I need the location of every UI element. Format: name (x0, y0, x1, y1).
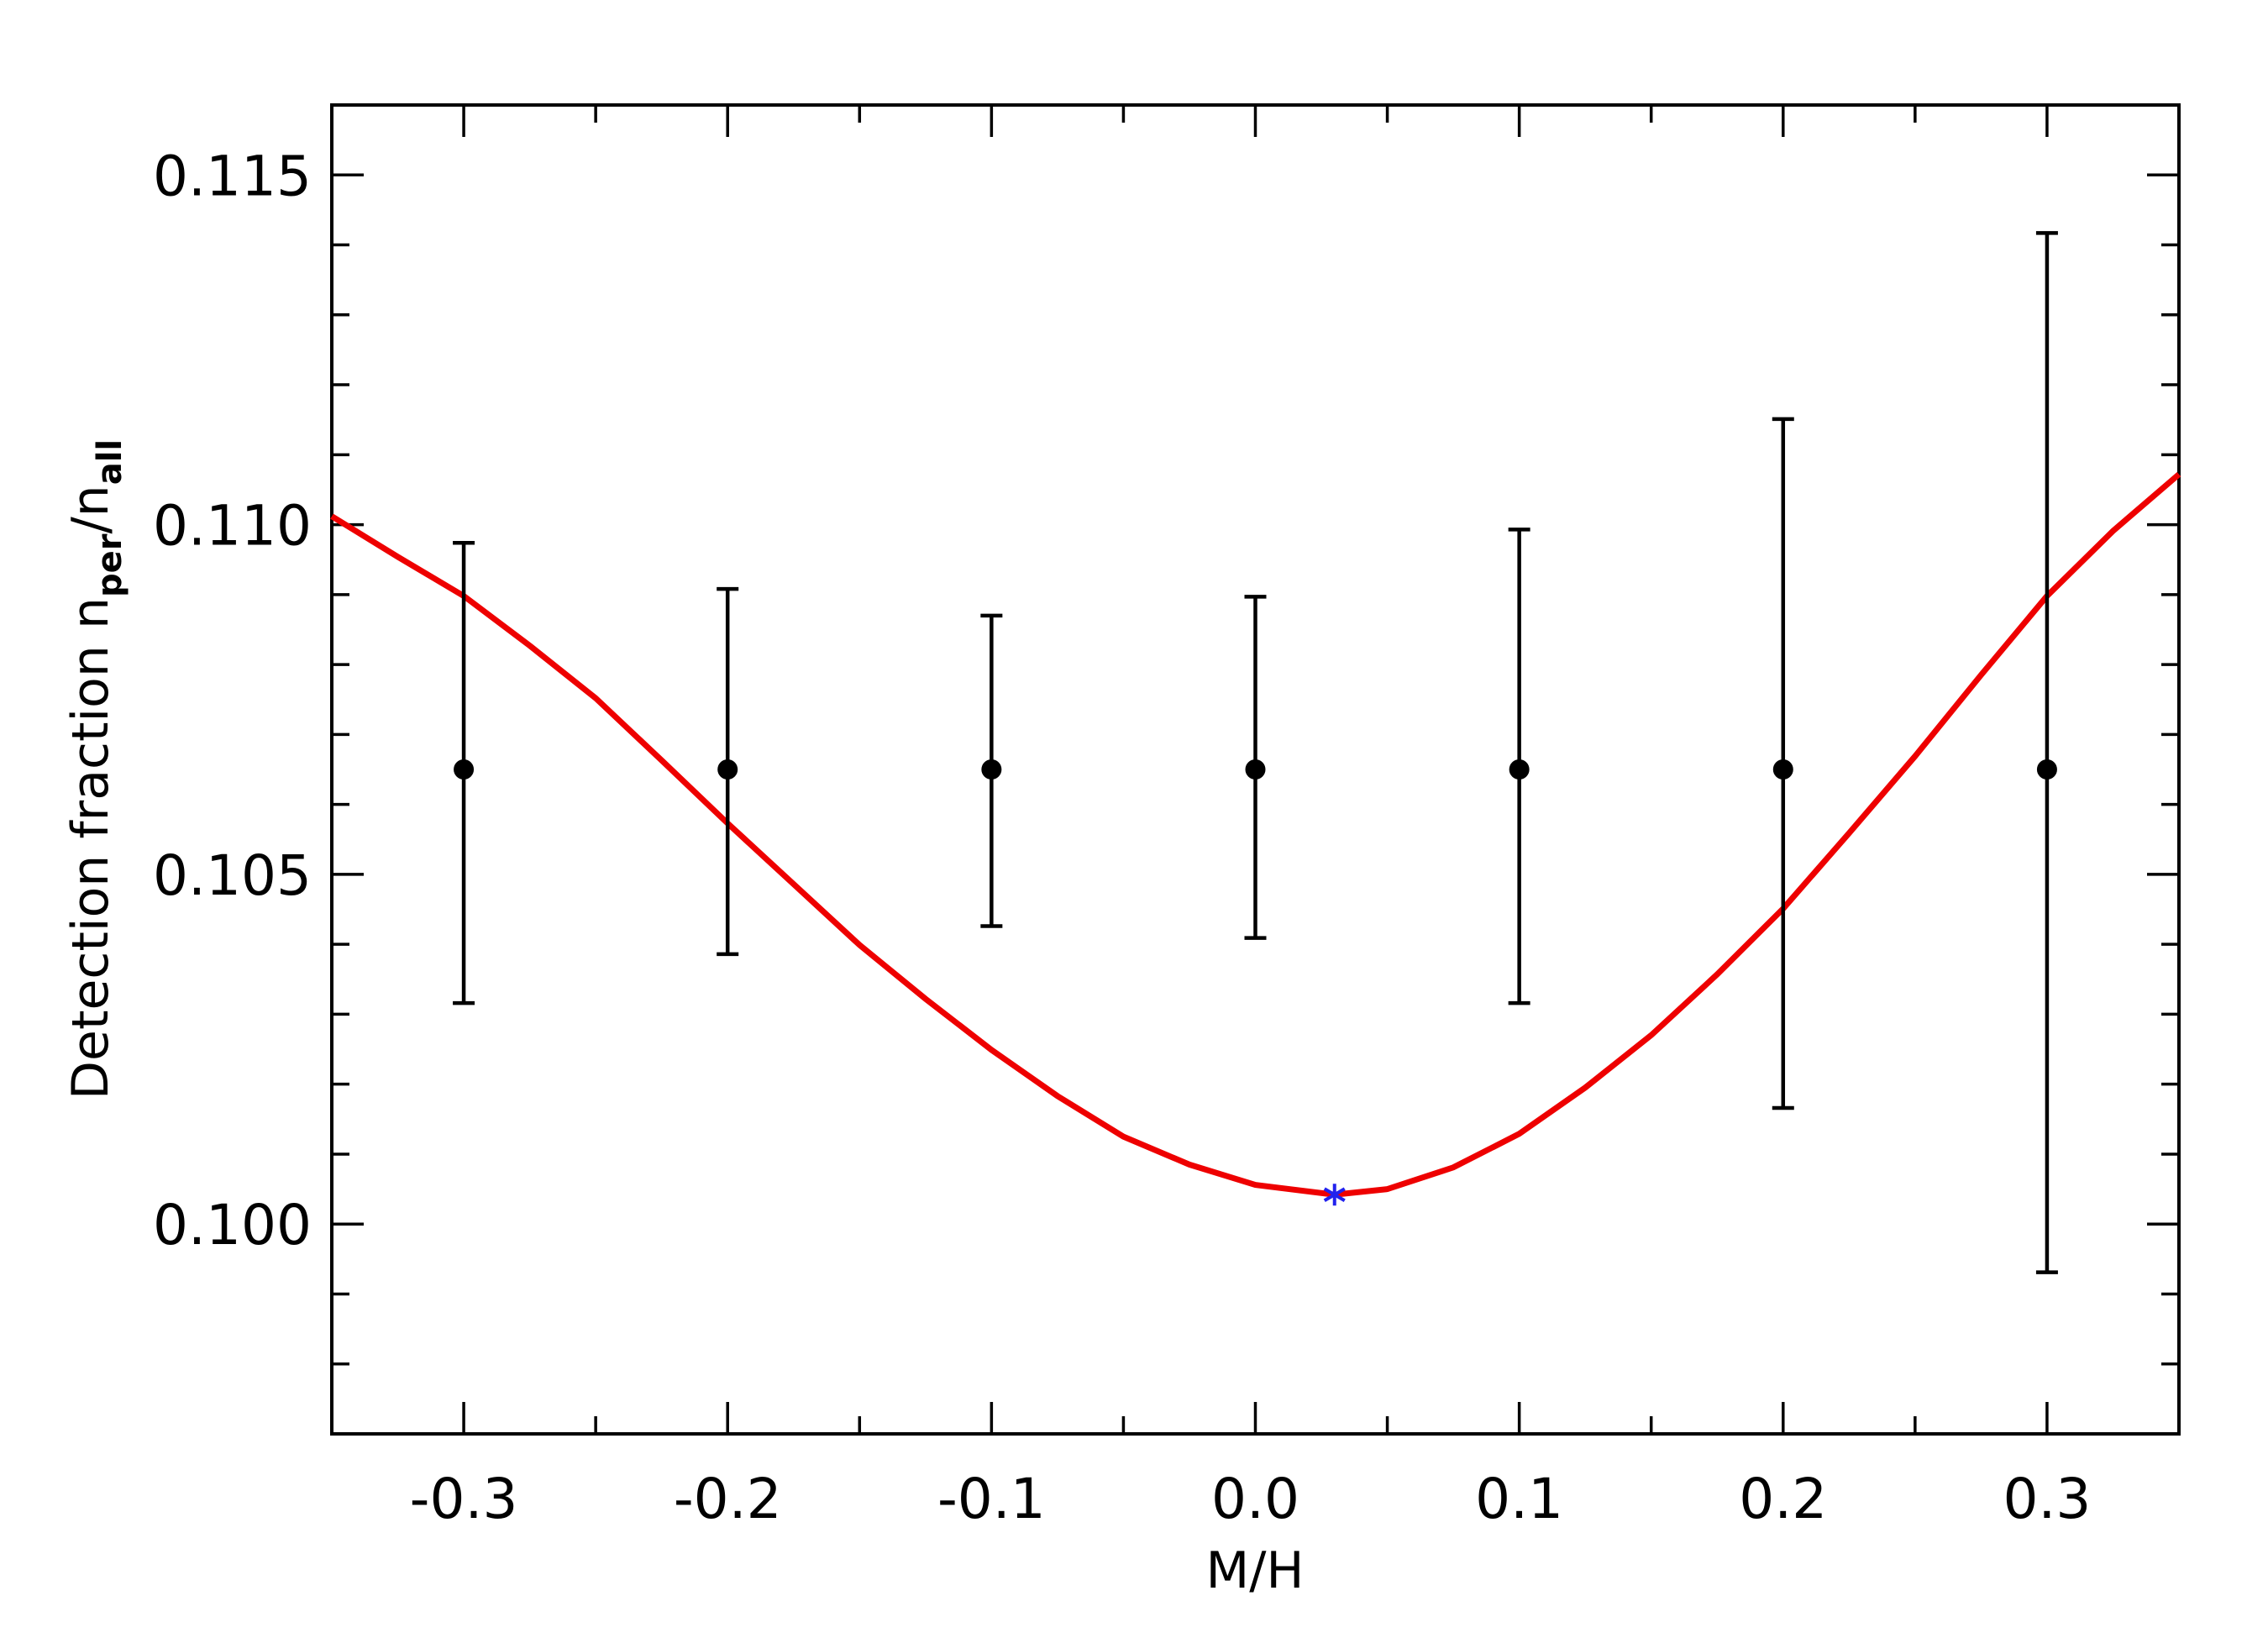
x-tick-label: 0.0 (1211, 1467, 1299, 1531)
y-tick-label: 0.110 (153, 494, 312, 559)
asterisk-stroke (1323, 1187, 1346, 1202)
y-axis-label-part: all (91, 439, 129, 485)
x-tick-label: -0.2 (674, 1467, 782, 1531)
data-point (454, 759, 475, 780)
minimum-marker (1323, 1184, 1346, 1206)
x-tick-label: 0.3 (2003, 1467, 2091, 1531)
x-axis-label: M/H (1205, 1541, 1304, 1600)
x-tick-label: 0.2 (1739, 1467, 1827, 1531)
data-point (2036, 759, 2057, 780)
y-tick-label: 0.100 (153, 1193, 312, 1257)
x-tick-label: -0.3 (410, 1467, 518, 1531)
data-point (1509, 759, 1530, 780)
y-axis-label-part: Detection fraction n (61, 597, 120, 1100)
y-tick-label: 0.105 (153, 843, 312, 908)
y-axis-label-part: per (91, 533, 129, 597)
y-axis-label: Detection fraction nper/nall (61, 439, 129, 1100)
data-point (717, 759, 738, 780)
data-point (981, 759, 1002, 780)
y-tick-label: 0.115 (153, 144, 312, 208)
data-point (1772, 759, 1793, 780)
data-point (1245, 759, 1266, 780)
x-tick-label: -0.1 (937, 1467, 1046, 1531)
y-axis-label-part: /n (61, 485, 120, 533)
fit-curve (330, 471, 2181, 1198)
x-tick-label: 0.1 (1475, 1467, 1563, 1531)
